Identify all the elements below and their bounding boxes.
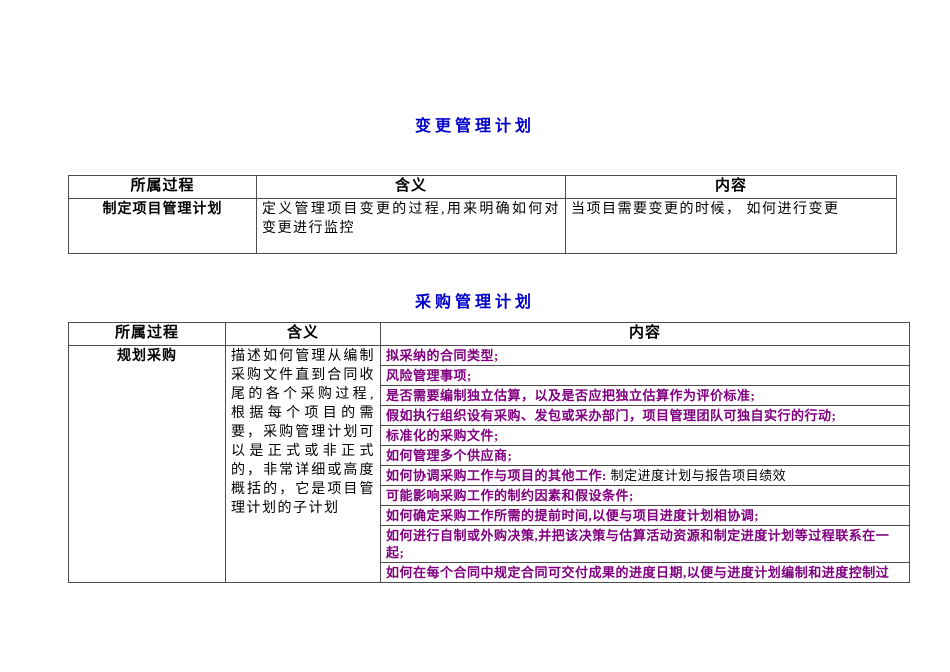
content-item-text: 如何确定采购工作所需的提前时间,以便与项目进度计划相协调; — [386, 508, 760, 523]
process-cell: 规划采购 — [68, 345, 226, 583]
header-meaning: 含义 — [225, 322, 381, 346]
content-item-cell: 如何管理多个供应商; — [380, 445, 910, 466]
process-cell: 制定项目管理计划 — [68, 198, 257, 254]
procurement-plan-title: 采购管理计划 — [414, 294, 535, 311]
procurement-header-row: 所属过程 含义 内容 — [68, 322, 910, 346]
content-item-suffix: 制定进度计划与报告项目绩效 — [606, 468, 787, 483]
content-row: 如何在每个合同中规定合同可交付成果的进度日期,以便与进度计划编制和进度控制过 — [69, 562, 910, 583]
content-item-text: 如何进行自制或外购决策,并把该决策与估算活动资源和制定进度计划等过程联系在一起; — [386, 528, 890, 560]
content-row: 如何管理多个供应商; — [69, 445, 910, 466]
content-item-text: 拟采纳的合同类型; — [386, 348, 499, 363]
content-item-cell: 如何在每个合同中规定合同可交付成果的进度日期,以便与进度计划编制和进度控制过 — [380, 562, 910, 583]
content-item-text: 风险管理事项; — [386, 368, 472, 383]
content-item-text: 如何管理多个供应商; — [386, 448, 513, 463]
meaning-cell: 描述如何管理从编制采购文件直到合同收尾的各个采购过程,根据每个项目的需要，采购管… — [225, 345, 381, 583]
content-row: 如何进行自制或外购决策,并把该决策与估算活动资源和制定进度计划等过程联系在一起; — [69, 525, 910, 563]
change-plan-data-row: 制定项目管理计划 定义管理项目变更的过程,用来明确如何对变更进行监控 当项目需要… — [68, 198, 897, 254]
content-item-cell: 可能影响采购工作的制约因素和假设条件; — [380, 485, 910, 506]
content-item-cell: 假如执行组织设有采购、发包或采办部门，项目管理团队可独自实行的行动; — [380, 405, 910, 426]
content-row: 如何确定采购工作所需的提前时间,以便与项目进度计划相协调; — [69, 505, 910, 526]
header-process: 所属过程 — [68, 175, 257, 199]
header-process: 所属过程 — [68, 322, 226, 346]
procurement-plan-table: 所属过程 含义 内容 规划采购 描述如何管理从编制采购文件直到合同收尾的各个采购… — [68, 322, 910, 583]
header-meaning: 含义 — [256, 175, 566, 199]
content-item-cell: 是否需要编制独立估算，以及是否应把独立估算作为评价标准; — [380, 385, 910, 406]
content-item-text: 标准化的采购文件; — [386, 428, 499, 443]
content-item-cell: 如何协调采购工作与项目的其他工作: 制定进度计划与报告项目绩效 — [380, 465, 910, 486]
content-item-cell: 标准化的采购文件; — [380, 425, 910, 446]
content-item-text: 如何在每个合同中规定合同可交付成果的进度日期,以便与进度计划编制和进度控制过 — [386, 565, 890, 580]
content-item-text: 假如执行组织设有采购、发包或采办部门，项目管理团队可独自实行的行动; — [386, 408, 837, 423]
content-cell: 当项目需要变更的时候， 如何进行变更 — [565, 198, 897, 254]
content-item-cell: 风险管理事项; — [380, 365, 910, 386]
content-item-text: 可能影响采购工作的制约因素和假设条件; — [386, 488, 634, 503]
content-item-cell: 如何确定采购工作所需的提前时间,以便与项目进度计划相协调; — [380, 505, 910, 526]
change-plan-title: 变更管理计划 — [414, 118, 535, 135]
change-plan-table: 所属过程 含义 内容 制定项目管理计划 定义管理项目变更的过程,用来明确如何对变… — [68, 175, 897, 254]
change-plan-header-row: 所属过程 含义 内容 — [68, 175, 897, 199]
content-item-text: 是否需要编制独立估算，以及是否应把独立估算作为评价标准; — [386, 388, 756, 403]
header-content: 内容 — [380, 322, 910, 346]
header-content: 内容 — [565, 175, 897, 199]
meaning-cell: 定义管理项目变更的过程,用来明确如何对变更进行监控 — [256, 198, 566, 254]
content-item-cell: 拟采纳的合同类型; — [380, 345, 910, 366]
content-item-text: 如何协调采购工作与项目的其他工作: — [386, 468, 607, 483]
content-item-cell: 如何进行自制或外购决策,并把该决策与估算活动资源和制定进度计划等过程联系在一起; — [380, 525, 910, 563]
content-row: 规划采购 描述如何管理从编制采购文件直到合同收尾的各个采购过程,根据每个项目的需… — [68, 345, 910, 583]
